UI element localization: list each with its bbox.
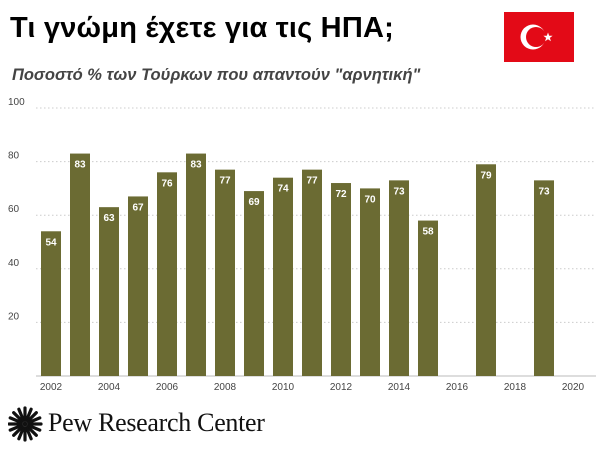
bar-value-label: 74 xyxy=(277,184,289,195)
bar xyxy=(41,231,61,376)
y-tick-label: 20 xyxy=(8,311,20,322)
bar xyxy=(534,180,554,376)
chart-subtitle: Ποσοστό % των Τούρκων που απαντούν "αρνη… xyxy=(12,66,421,84)
sunburst-ray xyxy=(26,425,38,437)
sunburst-ray xyxy=(17,407,26,422)
bar-value-label: 77 xyxy=(219,176,231,187)
pew-sunburst-icon xyxy=(8,406,43,442)
y-tick-label: 60 xyxy=(8,204,20,215)
bar xyxy=(128,196,148,376)
y-tick-label: 80 xyxy=(8,151,20,162)
x-tick-label: 2010 xyxy=(272,382,295,393)
bars: 54 83 63 67 76 83 77 69 74 77 72 70 73 58 79 73 xyxy=(41,153,554,376)
sunburst-ray xyxy=(8,423,23,432)
brand-name: Pew Research Center xyxy=(48,408,265,437)
bar xyxy=(273,177,293,376)
x-tick-label: 2006 xyxy=(156,382,179,393)
bar-value-label: 76 xyxy=(161,178,173,189)
x-tick-label: 2014 xyxy=(388,382,411,393)
bar-value-label: 67 xyxy=(132,202,144,213)
bar xyxy=(99,207,119,376)
x-tick-label: 2004 xyxy=(98,382,121,393)
bar-value-label: 79 xyxy=(480,170,492,181)
sunburst-ray xyxy=(12,411,24,423)
chart-title: Τι γνώμη έχετε για τις ΗΠΑ; xyxy=(10,12,394,44)
sunburst-ray xyxy=(26,411,38,423)
bar xyxy=(302,169,322,376)
sunburst-ray xyxy=(24,426,33,441)
sunburst-ray xyxy=(24,407,33,422)
bar xyxy=(244,191,264,376)
sunburst-ray xyxy=(12,425,24,437)
bar-value-label: 77 xyxy=(306,176,318,187)
bar xyxy=(331,183,351,376)
bar-value-label: 73 xyxy=(538,186,550,197)
x-tick-label: 2016 xyxy=(446,382,469,393)
bar-value-label: 54 xyxy=(45,237,57,248)
bar xyxy=(157,172,177,376)
x-axis-ticks: 2002 2004 2006 2008 2010 2012 2014 2016 2018 2020 xyxy=(40,382,585,393)
flag-star xyxy=(543,32,553,42)
x-tick-label: 2018 xyxy=(504,382,527,393)
bar xyxy=(360,188,380,376)
bar-value-label: 58 xyxy=(422,227,434,238)
y-tick-label: 40 xyxy=(8,258,20,269)
x-tick-label: 2008 xyxy=(214,382,237,393)
bar xyxy=(476,164,496,376)
bar-value-label: 69 xyxy=(248,197,260,208)
y-axis-ticks: 20 40 60 80 100 xyxy=(8,97,25,322)
bar-value-label: 70 xyxy=(364,194,376,205)
x-tick-label: 2002 xyxy=(40,382,63,393)
sunburst-ray xyxy=(8,416,23,425)
bar-value-label: 73 xyxy=(393,186,405,197)
bar xyxy=(186,153,206,376)
turkey-flag-icon xyxy=(504,12,574,62)
bar xyxy=(389,180,409,376)
y-tick-label: 100 xyxy=(8,97,25,108)
bar-value-label: 63 xyxy=(103,213,115,224)
flag-crescent-inner xyxy=(526,27,546,47)
x-tick-label: 2012 xyxy=(330,382,353,393)
sunburst-ray xyxy=(27,423,42,432)
bar xyxy=(215,169,235,376)
bar-value-label: 83 xyxy=(74,160,86,171)
bar-value-label: 83 xyxy=(190,160,202,171)
bar-value-label: 72 xyxy=(335,189,347,200)
sunburst-ray xyxy=(17,426,26,441)
bar xyxy=(70,153,90,376)
bar xyxy=(418,220,438,376)
sunburst-center xyxy=(22,421,28,427)
x-tick-label: 2020 xyxy=(562,382,585,393)
sunburst-ray xyxy=(27,416,42,425)
